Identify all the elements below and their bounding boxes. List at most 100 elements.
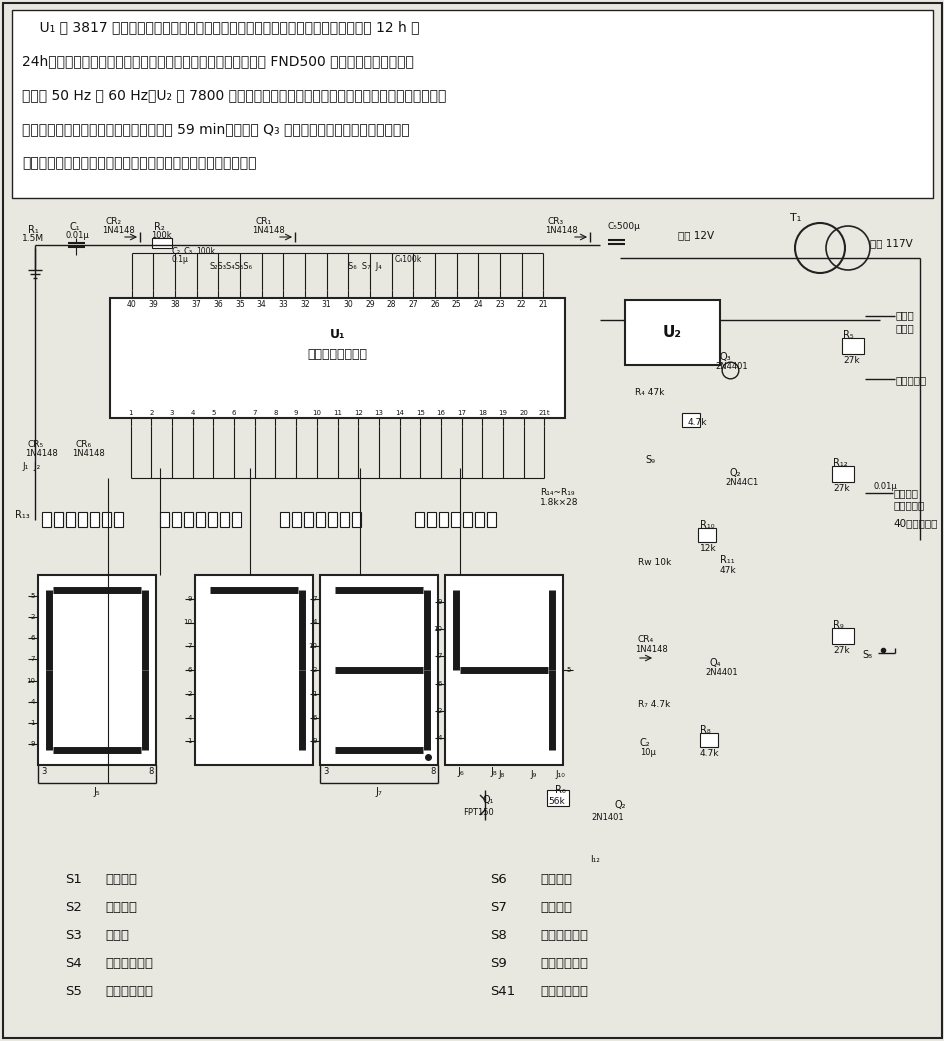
Text: 10: 10 (26, 678, 35, 684)
Text: R₆: R₆ (554, 785, 565, 795)
Text: S3: S3 (65, 929, 82, 942)
Text: 29: 29 (364, 300, 375, 309)
Text: Rw 10k: Rw 10k (637, 558, 670, 567)
Text: S4: S4 (65, 957, 82, 970)
Text: 显示响铃时间: 显示响铃时间 (105, 957, 153, 970)
Text: 至收音机: 至收音机 (892, 488, 917, 498)
Text: C₄100k: C₄100k (395, 255, 422, 264)
Text: 13: 13 (374, 410, 383, 416)
Text: 1N4148: 1N4148 (634, 645, 667, 654)
Bar (12, 10, 932, 198)
Bar (463, 512, 471, 527)
Text: J₅: J₅ (93, 787, 100, 797)
Text: 2N4401: 2N4401 (704, 668, 737, 677)
Text: 24: 24 (473, 300, 482, 309)
Text: 快速校时: 快速校时 (105, 873, 137, 886)
Text: 闹钟暂停: 闹钟暂停 (539, 902, 571, 914)
Text: 2: 2 (30, 614, 35, 620)
Text: CR₄: CR₄ (637, 635, 653, 644)
Text: R₅: R₅ (842, 330, 852, 340)
Text: R₁₁: R₁₁ (719, 555, 733, 565)
Text: S₈: S₈ (861, 650, 871, 660)
Text: 12k: 12k (700, 544, 716, 553)
Text: 56k: 56k (548, 797, 565, 806)
Text: 33: 33 (278, 300, 288, 309)
Text: 34: 34 (257, 300, 266, 309)
Text: J₈: J₈ (497, 770, 504, 779)
Text: R₁₄~R₁₉: R₁₄~R₁₉ (539, 488, 574, 497)
Text: 1: 1 (187, 738, 192, 744)
Text: Q₁: Q₁ (481, 795, 493, 805)
Text: R₈: R₈ (700, 725, 710, 735)
Text: 27: 27 (408, 300, 417, 309)
Bar (427, 512, 435, 527)
Bar (160, 512, 169, 527)
Bar (450, 512, 460, 527)
Bar (208, 512, 217, 527)
Text: 8: 8 (273, 410, 278, 416)
Bar (102, 512, 110, 527)
Text: 7: 7 (437, 654, 442, 659)
Text: 时钟闹声开关: 时钟闹声开关 (539, 929, 587, 942)
Text: 6: 6 (231, 410, 236, 416)
Text: 4: 4 (30, 699, 35, 705)
Text: J₇: J₇ (375, 787, 382, 797)
Text: Q₄: Q₄ (709, 658, 720, 668)
Text: 4.7k: 4.7k (700, 750, 718, 758)
Text: C₁: C₁ (70, 222, 80, 232)
Text: 6: 6 (437, 681, 442, 687)
Text: 0.01μ: 0.01μ (65, 231, 89, 240)
Bar (38, 575, 156, 765)
Text: 3: 3 (170, 410, 174, 416)
Text: 3: 3 (323, 767, 328, 776)
Text: U₁: U₁ (329, 328, 345, 341)
Bar (841, 338, 863, 354)
Text: R₁₀: R₁₀ (700, 520, 714, 530)
Text: 100k: 100k (195, 247, 215, 256)
Text: 9: 9 (312, 738, 316, 744)
Text: 10: 10 (432, 627, 442, 632)
Text: R₂: R₂ (154, 222, 164, 232)
Text: S8: S8 (490, 929, 506, 942)
Text: CR₂: CR₂ (105, 217, 121, 226)
Text: 5: 5 (211, 410, 215, 416)
Bar (439, 512, 447, 527)
Text: 6: 6 (30, 635, 35, 641)
Text: J₁  J₂: J₁ J₂ (22, 462, 41, 471)
Text: 10: 10 (308, 643, 316, 650)
Text: 慢速校时: 慢速校时 (105, 902, 137, 914)
Text: 1: 1 (128, 410, 133, 416)
Text: S₂S₃S₄S₅S₆: S₂S₃S₄S₅S₆ (210, 262, 253, 271)
Text: 24h，可以按时发出闹钟声音，按时自动打开收音机。显示器是 FND500 发光二极管，输入频率: 24h，可以按时发出闹钟声音，按时自动打开收音机。显示器是 FND500 发光二… (22, 54, 413, 68)
Text: 0.01μ: 0.01μ (872, 482, 896, 491)
Text: 收音机: 收音机 (894, 310, 913, 320)
Text: 1N4148: 1N4148 (72, 449, 105, 458)
Text: 4: 4 (188, 714, 192, 720)
Text: 31: 31 (322, 300, 331, 309)
Text: 数字时钟集成电路: 数字时钟集成电路 (307, 348, 367, 361)
Text: 6: 6 (312, 714, 316, 720)
Text: 26: 26 (430, 300, 439, 309)
Text: 4: 4 (437, 735, 442, 741)
Text: 27k: 27k (842, 356, 859, 365)
Text: R₁₂: R₁₂ (832, 458, 847, 468)
Text: 1N4148: 1N4148 (25, 449, 58, 458)
Text: 交流 117V: 交流 117V (869, 238, 912, 248)
Text: S6: S6 (490, 873, 506, 886)
Text: 机。当闹钟比较器查出是发出闹声时，就有闹钟音调信号输出。: 机。当闹钟比较器查出是发出闹声时，就有闹钟音调信号输出。 (22, 156, 256, 170)
Bar (292, 512, 301, 527)
Text: 1N4148: 1N4148 (252, 226, 284, 235)
Text: 4: 4 (312, 619, 316, 626)
Text: U₁ 是 3817 集成电路，由仙童公司生产。它具有直接驱动显示器的能力，可以显示 12 h 或: U₁ 是 3817 集成电路，由仙童公司生产。它具有直接驱动显示器的能力，可以显… (22, 20, 419, 34)
Text: 37: 37 (192, 300, 201, 309)
Text: T₁: T₁ (789, 213, 801, 223)
Bar (698, 528, 716, 542)
Text: 1: 1 (30, 719, 35, 726)
Bar (414, 512, 424, 527)
Text: 7: 7 (252, 410, 257, 416)
Text: 35: 35 (235, 300, 244, 309)
Text: S7: S7 (490, 902, 506, 914)
Bar (700, 733, 717, 747)
Text: 9: 9 (437, 600, 442, 605)
Bar (340, 512, 348, 527)
